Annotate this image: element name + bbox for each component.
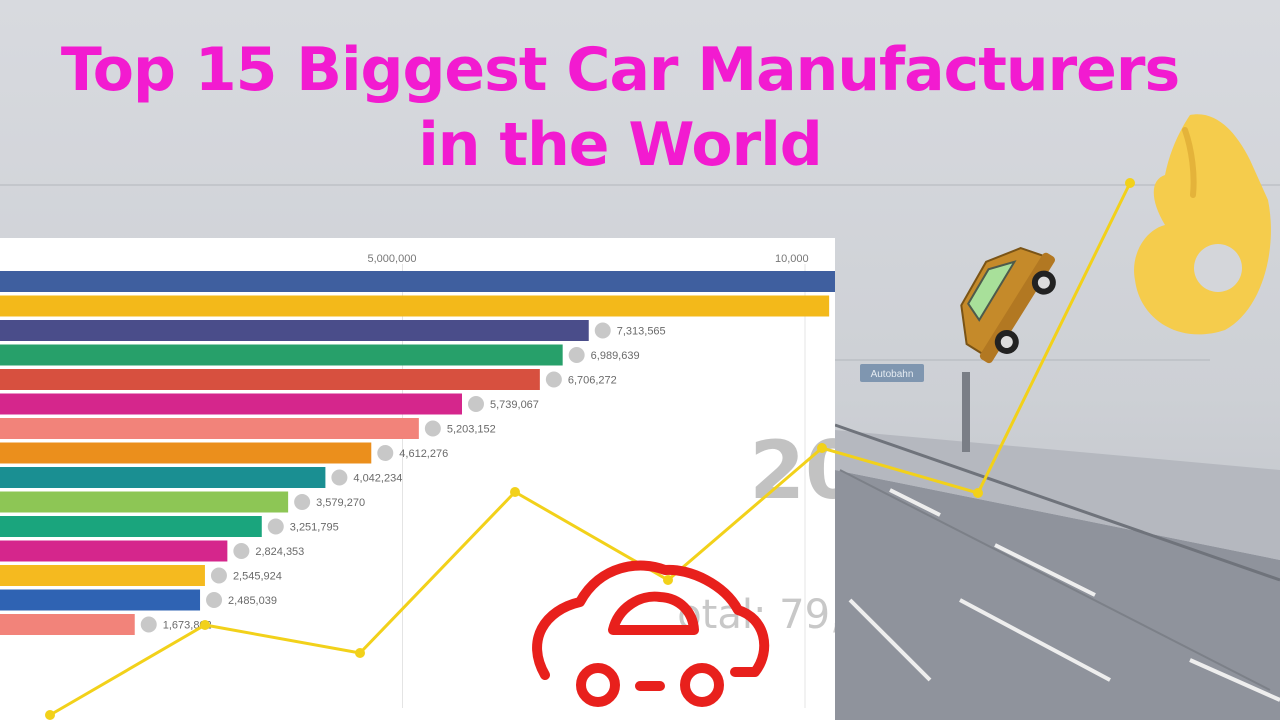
bar-value-label: 5,739,067	[490, 399, 539, 411]
bar-value-label: 2,545,924	[233, 571, 282, 583]
bar	[0, 565, 205, 586]
bar-value-label: 2,824,353	[255, 546, 304, 558]
bar	[0, 320, 589, 341]
x-tick-label: 5,000,000	[368, 253, 417, 265]
bar	[0, 589, 201, 611]
bar	[0, 442, 372, 464]
svg-text:Autobahn: Autobahn	[871, 369, 914, 380]
bar	[0, 369, 540, 390]
bar	[0, 344, 563, 366]
bar	[0, 540, 228, 562]
brand-logo-icon	[210, 567, 227, 584]
bar	[0, 295, 830, 317]
bar-value-label: 7,313,565	[617, 326, 666, 338]
bar-value-label: 4,612,276	[399, 448, 448, 460]
bar-value-label: 5,203,152	[447, 424, 496, 436]
brand-logo-icon	[140, 616, 157, 633]
bar	[0, 393, 462, 415]
brand-logo-icon	[467, 396, 484, 412]
bar-value-label: 1,673,802	[163, 620, 212, 632]
brand-logo-icon	[424, 420, 441, 437]
bar-value-label: 6,706,272	[568, 375, 617, 387]
bar	[0, 491, 289, 513]
x-tick-label: 10,000	[775, 253, 809, 265]
brand-logo-icon	[294, 494, 311, 510]
brand-logo-icon	[206, 592, 223, 608]
bar-chart-race-panel: 20 otal: 79, 5,000,000 10,000 7,313,565 6,9…	[0, 238, 835, 720]
bar-value-label: 3,579,270	[316, 497, 365, 509]
bar	[0, 418, 419, 439]
brand-logo-icon	[545, 371, 562, 388]
bar	[0, 516, 262, 537]
brand-logo-icon	[568, 347, 585, 363]
motorway-road	[834, 423, 1280, 720]
brand-logo-icon	[331, 469, 348, 486]
brand-logo-icon	[267, 518, 284, 535]
bar	[0, 467, 326, 488]
bar-value-label: 4,042,234	[353, 473, 402, 485]
bar	[0, 271, 835, 292]
bar-value-label: 2,485,039	[228, 595, 277, 607]
bar-value-label: 6,989,639	[591, 350, 640, 362]
total-watermark: otal: 79,	[677, 592, 835, 638]
bar-value-label: 3,251,795	[290, 522, 339, 534]
year-watermark: 20	[749, 424, 835, 517]
page-title-line-1: Top 15 Biggest Car Manufacturers	[60, 35, 1180, 105]
page-title-line-2: in the World	[418, 110, 823, 180]
bar-chart: 20 otal: 79, 5,000,000 10,000 7,313,565 6,9…	[0, 253, 835, 708]
brand-logo-icon	[233, 543, 250, 559]
bar	[0, 614, 135, 635]
brand-logo-icon	[377, 445, 394, 461]
brand-logo-icon	[594, 322, 611, 339]
